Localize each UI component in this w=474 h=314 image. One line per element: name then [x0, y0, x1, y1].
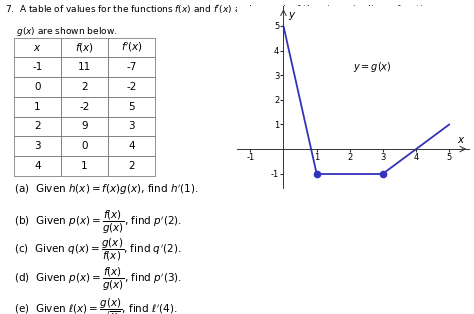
Text: (e)  Given $\ell(x) = \dfrac{g(x)}{\sqrt{x}}$, find $\ell'(4)$.: (e) Given $\ell(x) = \dfrac{g(x)}{\sqrt{… — [14, 296, 178, 314]
Text: $g(x)$ are shown below.: $g(x)$ are shown below. — [5, 25, 117, 38]
Text: (c)  Given $q(x) = \dfrac{g(x)}{f(x)}$, find $q'(2)$.: (c) Given $q(x) = \dfrac{g(x)}{f(x)}$, f… — [14, 237, 182, 263]
Text: 7.  A table of values for the functions $f(x)$ and $f'(x)$ and a graph of the pi: 7. A table of values for the functions $… — [5, 3, 434, 16]
Text: (b)  Given $p(x) = \dfrac{f(x)}{g(x)}$, find $p'(2)$.: (b) Given $p(x) = \dfrac{f(x)}{g(x)}$, f… — [14, 209, 182, 236]
Text: $x$: $x$ — [457, 135, 466, 144]
Text: (d)  Given $p(x) = \dfrac{f(x)}{g(x)}$, find $p'(3)$.: (d) Given $p(x) = \dfrac{f(x)}{g(x)}$, f… — [14, 265, 182, 293]
Text: $y = g(x)$: $y = g(x)$ — [353, 60, 392, 74]
Text: $y$: $y$ — [288, 10, 297, 22]
Text: (a)  Given $h(x) = f(x)g(x)$, find $h'(1)$.: (a) Given $h(x) = f(x)g(x)$, find $h'(1)… — [14, 183, 199, 198]
